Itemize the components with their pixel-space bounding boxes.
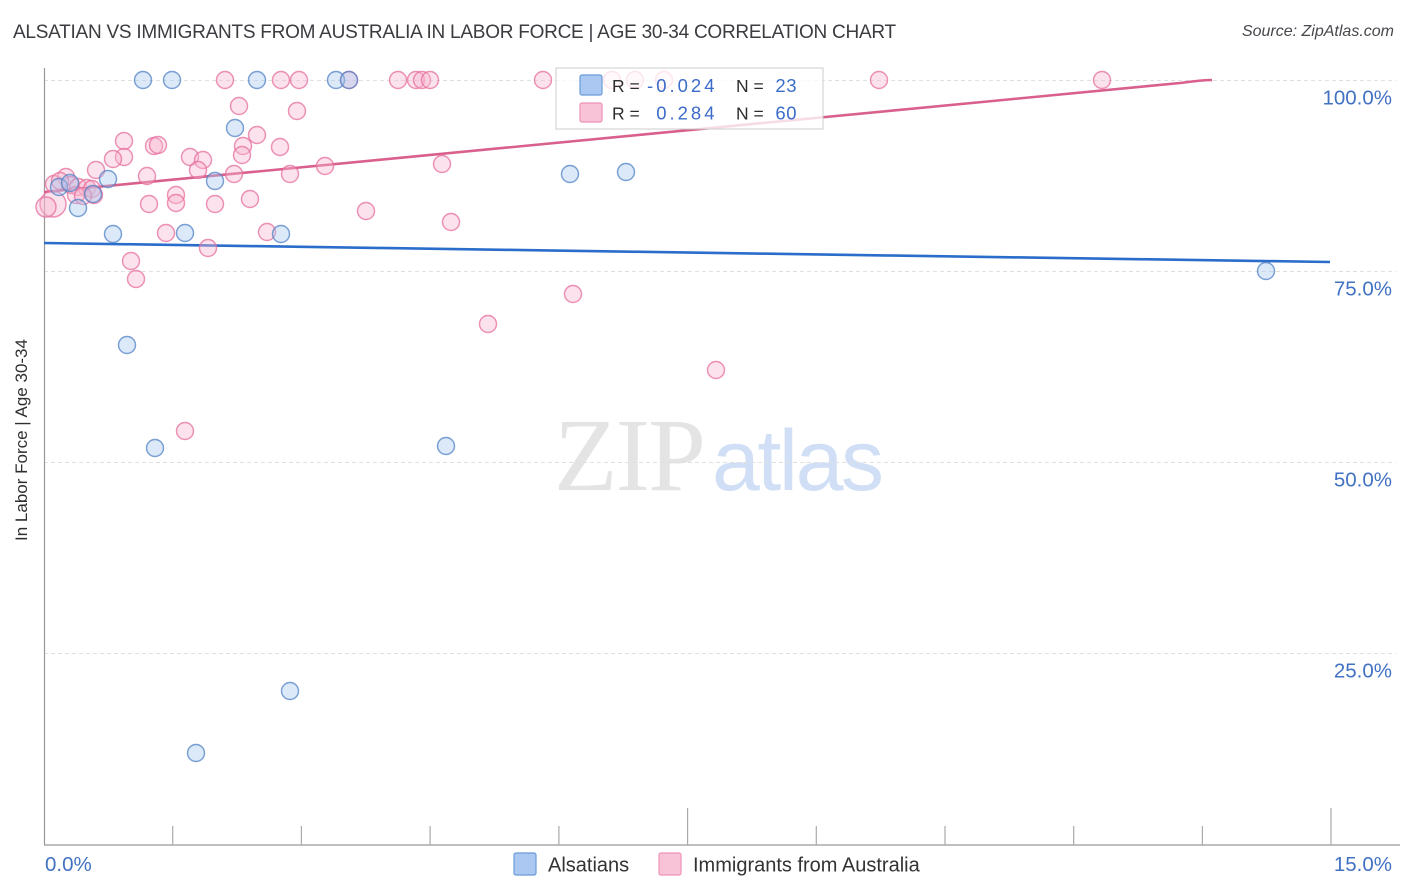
svg-text:Immigrants from Australia: Immigrants from Australia — [693, 855, 921, 877]
svg-text:Alsatians: Alsatians — [548, 855, 629, 877]
svg-text:25.0%: 25.0% — [1334, 660, 1392, 683]
svg-text:R =: R = — [612, 76, 640, 96]
svg-text:N =: N = — [736, 76, 764, 96]
svg-text:23: 23 — [775, 75, 797, 96]
svg-text:15.0%: 15.0% — [1334, 853, 1392, 876]
svg-text:100.0%: 100.0% — [1322, 87, 1392, 110]
svg-text:0.0%: 0.0% — [45, 853, 92, 876]
svg-text:R =: R = — [612, 104, 640, 124]
svg-text:In Labor Force | Age 30-34: In Labor Force | Age 30-34 — [12, 339, 31, 541]
svg-text:atlas: atlas — [712, 413, 884, 509]
svg-text:ZIP: ZIP — [554, 398, 706, 513]
svg-text:0.284: 0.284 — [656, 103, 717, 124]
svg-text:N =: N = — [736, 104, 764, 124]
svg-text:60: 60 — [775, 103, 797, 124]
svg-text:75.0%: 75.0% — [1334, 278, 1392, 301]
svg-text:50.0%: 50.0% — [1334, 469, 1392, 492]
svg-text:-0.024: -0.024 — [647, 75, 717, 96]
